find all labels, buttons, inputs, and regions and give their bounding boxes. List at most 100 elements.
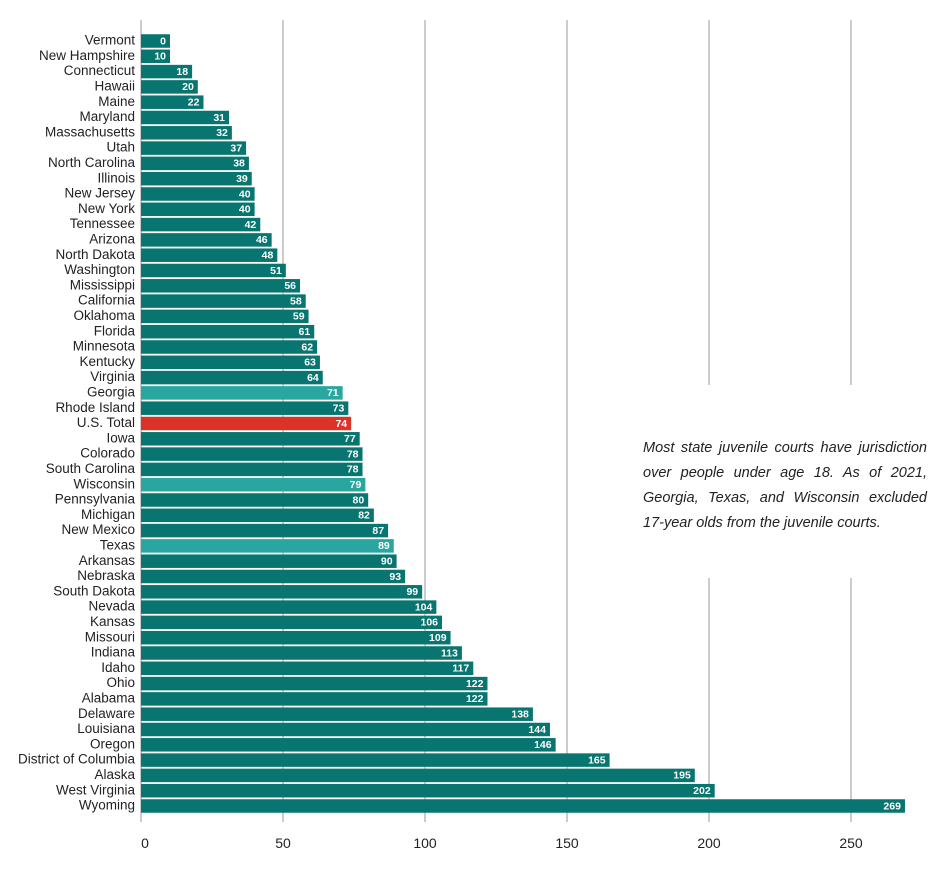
bar <box>141 661 474 676</box>
value-label: 106 <box>421 617 439 629</box>
value-label: 74 <box>335 418 347 430</box>
category-label: Maryland <box>79 109 135 124</box>
category-label: Connecticut <box>64 63 136 78</box>
value-label: 79 <box>350 479 362 491</box>
category-label: District of Columbia <box>18 752 136 767</box>
category-label: North Carolina <box>48 155 136 170</box>
value-label: 202 <box>693 785 711 797</box>
category-label: Arizona <box>89 231 135 246</box>
bar <box>141 676 488 691</box>
category-label: Georgia <box>87 384 136 399</box>
value-label: 56 <box>284 280 296 292</box>
value-label: 77 <box>344 433 356 445</box>
bar <box>141 615 443 630</box>
bar <box>141 202 255 217</box>
bar <box>141 477 366 492</box>
value-label: 42 <box>245 219 257 231</box>
chart-annotation: Most state juvenile courts have jurisdic… <box>643 440 927 531</box>
value-label: 122 <box>466 693 484 705</box>
bar <box>141 294 306 308</box>
category-label: Rhode Island <box>55 400 135 415</box>
category-label: Ohio <box>106 675 135 690</box>
value-label: 90 <box>381 555 393 567</box>
value-label: 40 <box>239 188 251 200</box>
category-label: Alabama <box>82 690 136 705</box>
bar <box>141 110 230 125</box>
bar <box>141 768 695 783</box>
category-label: New Mexico <box>61 522 135 537</box>
category-label: California <box>78 293 136 308</box>
category-label: Wyoming <box>79 798 135 813</box>
value-label: 269 <box>883 800 901 812</box>
bar <box>141 34 170 48</box>
category-label: Delaware <box>78 706 135 721</box>
x-tick-label: 100 <box>413 835 437 851</box>
value-label: 78 <box>347 464 359 476</box>
category-label: Tennessee <box>70 216 135 231</box>
category-label: Virginia <box>90 369 135 384</box>
bar <box>141 49 170 64</box>
bar <box>141 585 423 599</box>
category-label: Massachusetts <box>45 124 135 139</box>
category-label: Utah <box>106 140 135 155</box>
value-label: 117 <box>452 663 469 675</box>
category-label: Maine <box>98 94 135 109</box>
bar <box>141 386 343 400</box>
bar <box>141 340 318 354</box>
value-label: 32 <box>216 127 228 139</box>
value-label: 78 <box>347 448 359 460</box>
category-label: New York <box>78 201 135 216</box>
category-label: Oklahoma <box>73 308 135 323</box>
bar <box>141 493 369 507</box>
category-label: North Dakota <box>55 247 135 262</box>
bar <box>141 171 252 186</box>
bar <box>141 523 389 538</box>
value-label: 39 <box>236 173 248 185</box>
bar <box>141 187 255 201</box>
value-label: 104 <box>415 601 433 613</box>
category-label: Mississippi <box>70 277 135 292</box>
bar <box>141 722 550 737</box>
bar <box>141 80 198 94</box>
category-label: Illinois <box>97 170 135 185</box>
bar <box>141 217 261 232</box>
bar <box>141 309 309 324</box>
bar <box>141 233 272 247</box>
bar <box>141 569 406 584</box>
category-label: West Virginia <box>56 782 136 797</box>
bar <box>141 355 320 370</box>
x-tick-label: 250 <box>839 835 863 851</box>
bar <box>141 263 286 278</box>
bar <box>141 738 556 752</box>
bar <box>141 156 249 171</box>
category-label: Pennsylvania <box>55 492 136 507</box>
category-label: South Dakota <box>53 583 135 598</box>
x-tick-label: 50 <box>275 835 291 851</box>
value-label: 20 <box>182 81 194 93</box>
value-label: 63 <box>304 357 316 369</box>
value-label: 40 <box>239 204 251 216</box>
x-tick-label: 150 <box>555 835 579 851</box>
category-label: Wisconsin <box>73 476 135 491</box>
bar <box>141 126 232 140</box>
category-label: Oregon <box>90 736 135 751</box>
bar <box>141 508 374 523</box>
x-tick-label: 0 <box>141 835 149 851</box>
category-label: Kentucky <box>79 354 135 369</box>
category-label: Kansas <box>90 614 135 629</box>
bar <box>141 370 323 385</box>
category-label: Missouri <box>85 629 135 644</box>
category-label: New Hampshire <box>39 48 135 63</box>
bar <box>141 753 610 767</box>
bar <box>141 248 278 262</box>
bar <box>141 141 247 155</box>
value-label: 46 <box>256 234 268 246</box>
value-label: 0 <box>160 35 166 47</box>
value-label: 82 <box>358 510 370 522</box>
bar <box>141 401 349 415</box>
bar <box>141 799 905 813</box>
bar <box>141 630 451 645</box>
x-tick-label: 200 <box>697 835 721 851</box>
category-label: Nevada <box>88 599 135 614</box>
